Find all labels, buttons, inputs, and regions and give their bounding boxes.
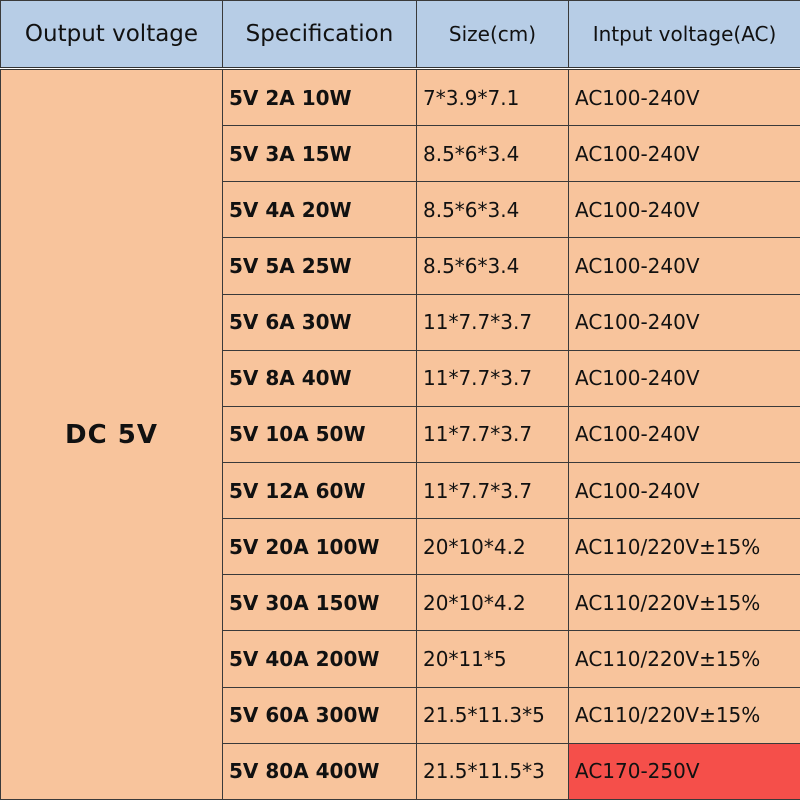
input-voltage-cell: AC100-240V — [568, 293, 800, 351]
specification-cell: 5V 6A 30W — [222, 293, 417, 351]
size-cell: 20*11*5 — [416, 630, 569, 688]
specification-cell: 5V 4A 20W — [222, 181, 417, 239]
header-input-voltage: Intput voltage(AC) — [568, 0, 800, 70]
input-voltage-cell: AC110/220V±15% — [568, 574, 800, 632]
size-cell: 8.5*6*3.4 — [416, 125, 569, 183]
size-cell: 8.5*6*3.4 — [416, 181, 569, 239]
table-row: 5V 5A 25W 8.5*6*3.4 AC100-240V — [1, 237, 800, 295]
input-voltage-cell: AC110/220V±15% — [568, 630, 800, 688]
specification-cell: 5V 5A 25W — [222, 237, 417, 295]
input-voltage-cell: AC100-240V — [568, 405, 800, 464]
header-specification: Specification — [222, 0, 417, 70]
input-voltage-cell: AC110/220V±15% — [568, 686, 800, 744]
size-cell: 11*7.7*3.7 — [416, 293, 569, 351]
specification-cell: 5V 3A 15W — [222, 125, 417, 183]
table-row: 5V 40A 200W 20*11*5 AC110/220V±15% — [1, 630, 800, 688]
input-voltage-cell: AC170-250V — [568, 742, 800, 800]
size-cell: 11*7.7*3.7 — [416, 349, 569, 407]
specification-cell: 5V 8A 40W — [222, 349, 417, 407]
input-voltage-cell: AC100-240V — [568, 181, 800, 239]
input-voltage-cell: AC100-240V — [568, 125, 800, 183]
input-voltage-cell: AC100-240V — [568, 67, 800, 127]
header-output-voltage: Output voltage — [0, 0, 223, 70]
output-voltage-cell: DC 5V — [0, 68, 223, 800]
specification-cell: 5V 40A 200W — [222, 630, 417, 688]
size-cell: 7*3.9*7.1 — [416, 67, 569, 127]
specification-cell: 5V 10A 50W — [222, 405, 417, 464]
header-row: Output voltage Specification Size(cm) In… — [0, 0, 800, 70]
size-cell: 11*7.7*3.7 — [416, 461, 569, 520]
size-cell: 21.5*11.3*5 — [416, 686, 569, 744]
table-row: 5V 10A 50W 11*7.7*3.7 AC100-240V — [1, 405, 800, 464]
table-row: 5V 6A 30W 11*7.7*3.7 AC100-240V — [1, 293, 800, 351]
size-cell: 11*7.7*3.7 — [416, 405, 569, 464]
table-row: 5V 20A 100W 20*10*4.2 AC110/220V±15% — [1, 518, 800, 576]
size-cell: 8.5*6*3.4 — [416, 237, 569, 295]
input-voltage-cell: AC100-240V — [568, 461, 800, 520]
specification-cell: 5V 30A 150W — [222, 574, 417, 632]
table-row: DC 5V 5V 2A 10W 7*3.9*7.1 AC100-240V — [0, 67, 800, 800]
table-row: 5V 80A 400W 21.5*11.5*3 AC170-250V — [1, 742, 800, 800]
specification-cell: 5V 80A 400W — [222, 742, 417, 800]
input-voltage-cell: AC110/220V±15% — [568, 518, 800, 576]
size-cell: 21.5*11.5*3 — [416, 742, 569, 800]
table-row: 5V 3A 15W 8.5*6*3.4 AC100-240V — [1, 125, 800, 183]
specification-cell: 5V 60A 300W — [222, 686, 417, 744]
specification-cell: 5V 20A 100W — [222, 518, 417, 576]
table-row: 5V 30A 150W 20*10*4.2 AC110/220V±15% — [1, 574, 800, 632]
specification-cell: 5V 12A 60W — [222, 461, 417, 520]
input-voltage-cell: AC100-240V — [568, 349, 800, 407]
specification-cell: 5V 2A 10W — [222, 67, 417, 127]
size-cell: 20*10*4.2 — [416, 518, 569, 576]
header-size: Size(cm) — [416, 0, 569, 70]
table-row: 5V 12A 60W 11*7.7*3.7 AC100-240V — [1, 461, 800, 520]
table-body: DC 5V 5V 2A 10W 7*3.9*7.1 AC100-240V 5V 3A 1… — [0, 67, 800, 800]
table-row: 5V 4A 20W 8.5*6*3.4 AC100-240V — [1, 181, 800, 239]
table-row: 5V 60A 300W 21.5*11.3*5 AC110/220V±15% — [1, 686, 800, 744]
size-cell: 20*10*4.2 — [416, 574, 569, 632]
input-voltage-cell: AC100-240V — [568, 237, 800, 295]
